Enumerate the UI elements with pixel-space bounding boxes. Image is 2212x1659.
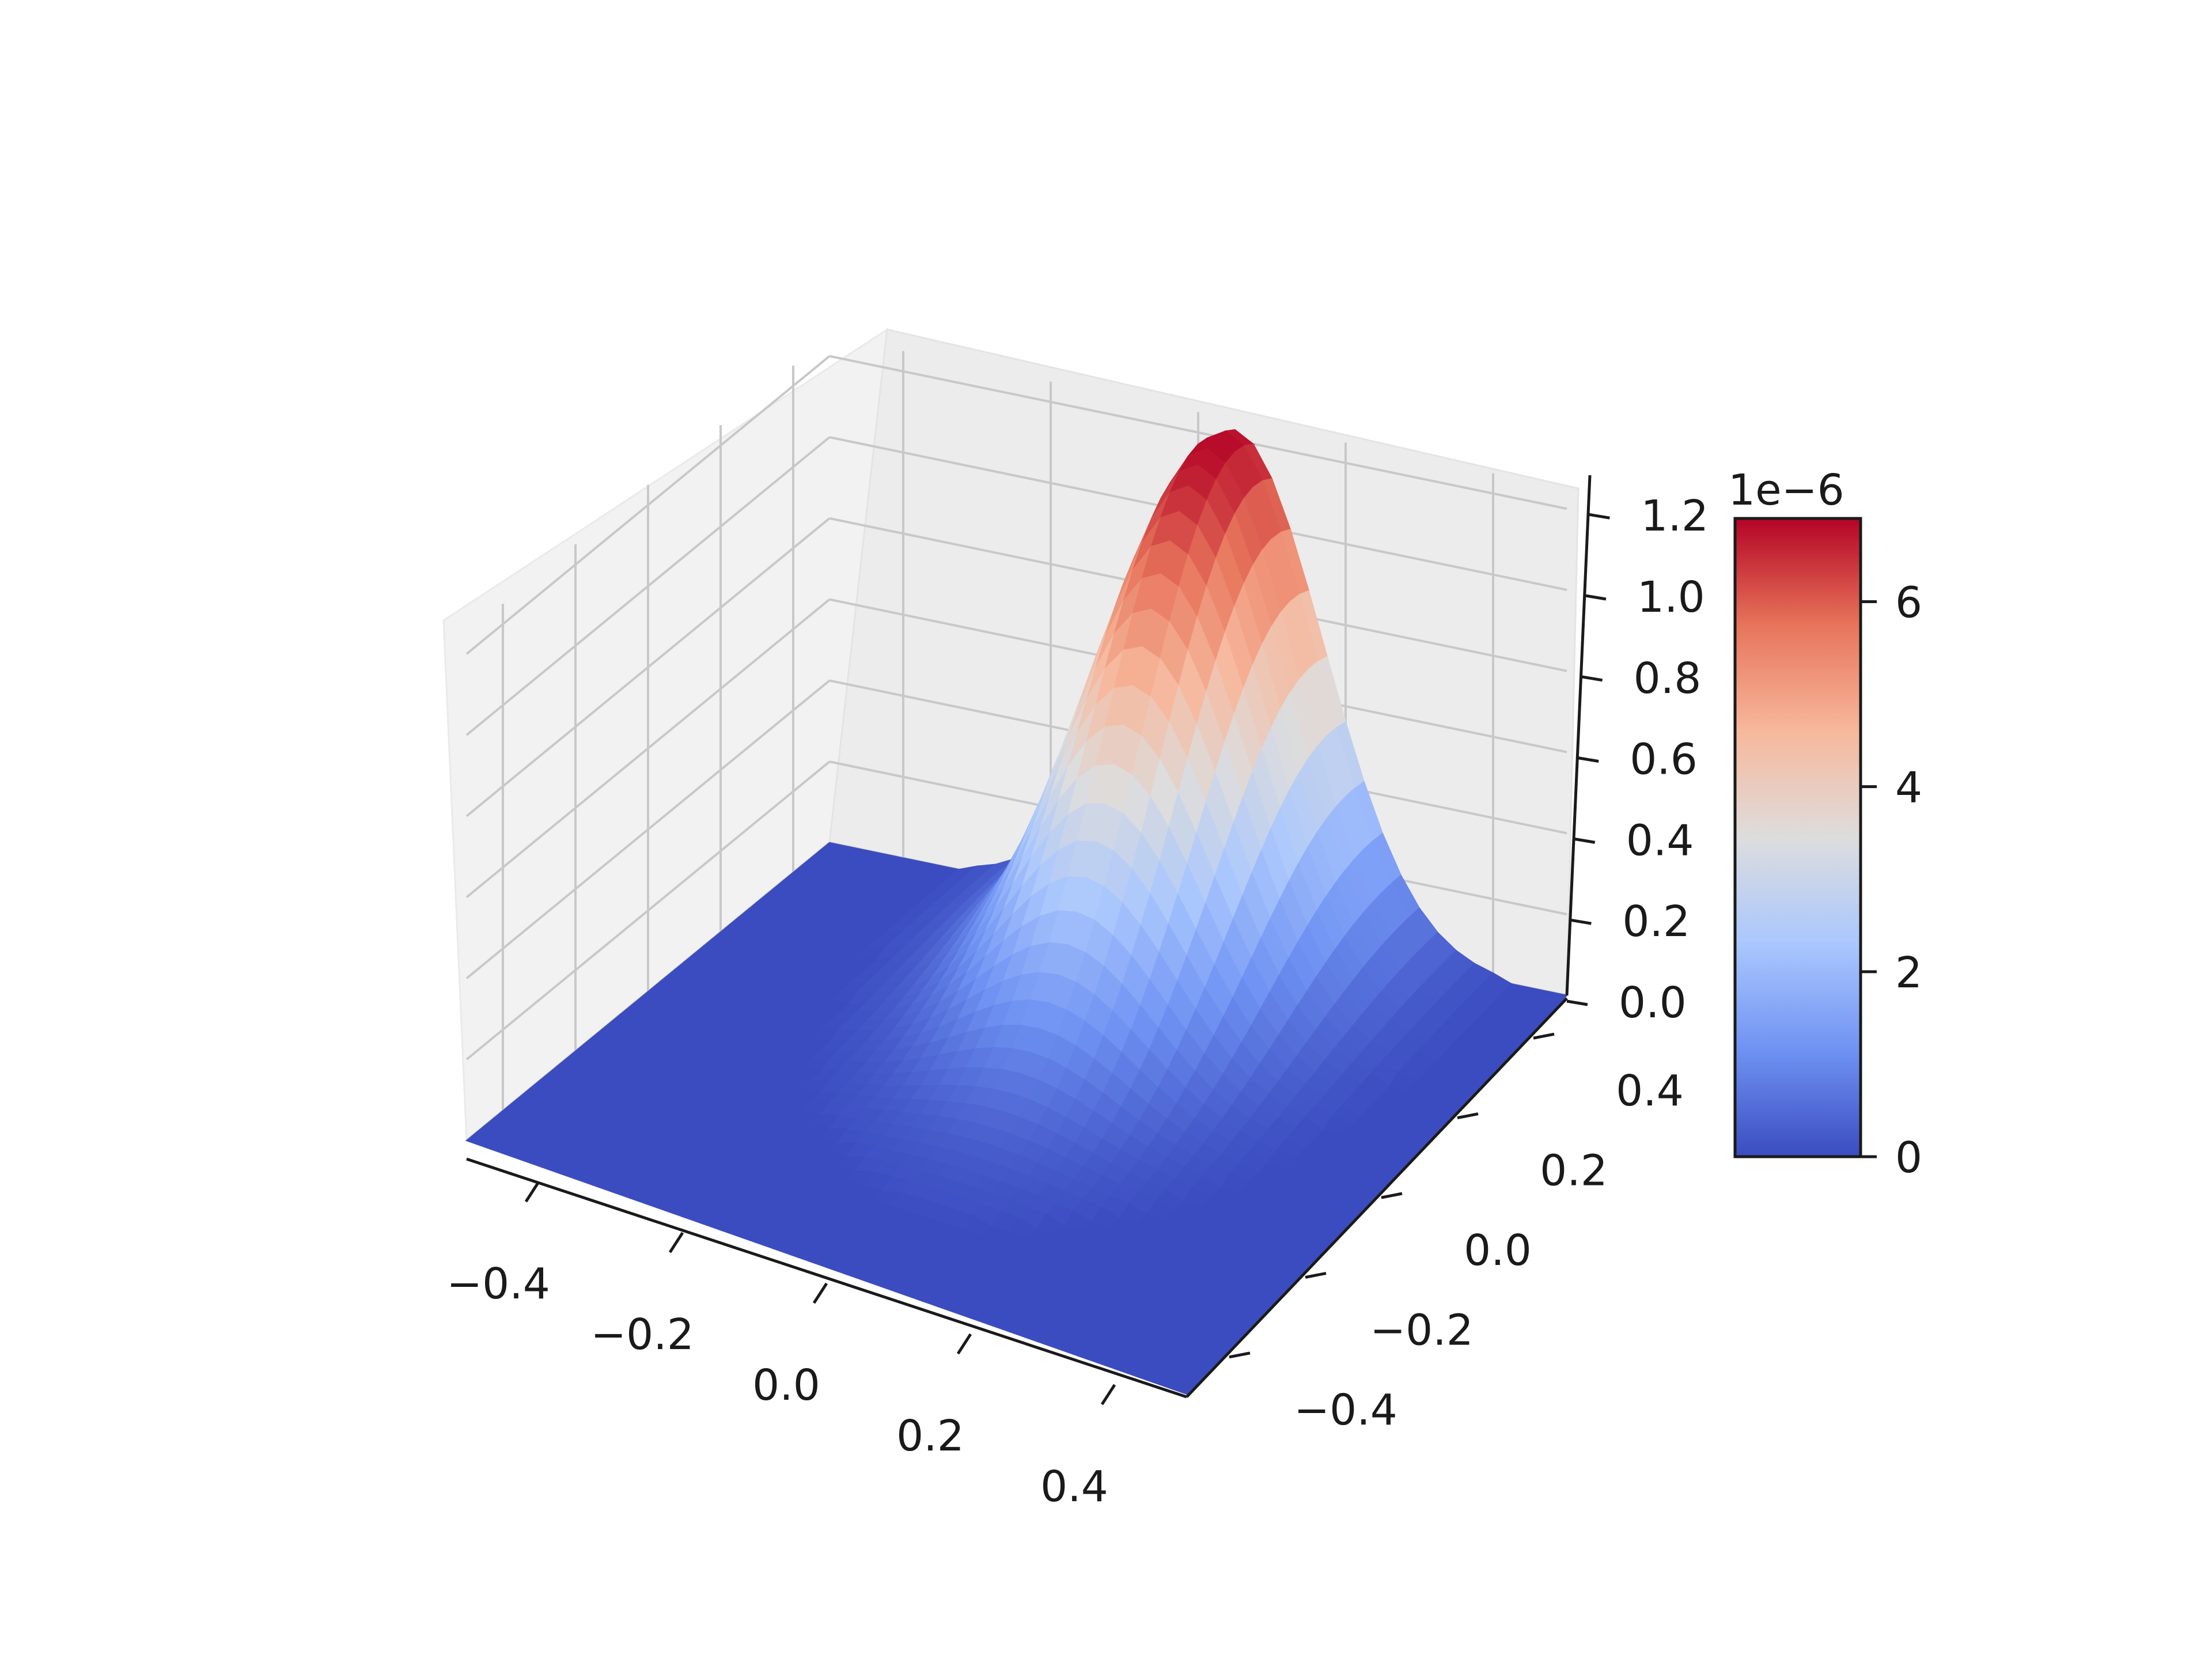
z-tick-mark bbox=[1566, 999, 1588, 1006]
grid-back-z bbox=[829, 355, 1567, 510]
y-tick-mark bbox=[1533, 1032, 1555, 1040]
colorbar: 0 2 4 6 1e−6 bbox=[1728, 465, 1922, 1183]
surface-patch bbox=[1167, 1377, 1198, 1395]
z-tick-mark bbox=[1581, 675, 1603, 682]
colorbar-tick-label: 2 bbox=[1895, 948, 1922, 998]
y-tick-label: 0.2 bbox=[1540, 1146, 1608, 1196]
grid-side-z bbox=[465, 517, 831, 817]
z-tick-mark bbox=[1574, 837, 1596, 844]
z-tick-mark bbox=[1570, 918, 1592, 925]
grid-side-z bbox=[465, 355, 831, 655]
y-tick-label: 0.0 bbox=[1464, 1226, 1532, 1275]
y-axis-ticks: −0.4 −0.2 0.00.20.4 bbox=[1229, 1032, 1684, 1435]
x-tick-mark bbox=[524, 1181, 540, 1203]
grid-side-z bbox=[465, 679, 831, 979]
z-tick-label: 0.2 bbox=[1622, 897, 1690, 946]
grid-side-z bbox=[465, 599, 831, 899]
grid-side-z bbox=[465, 436, 831, 736]
z-tick-mark bbox=[1577, 756, 1599, 763]
x-axis-line bbox=[466, 1157, 1187, 1399]
y-tick-label: −0.2 bbox=[1370, 1305, 1474, 1355]
z-tick-label: 0.4 bbox=[1626, 816, 1694, 865]
colorbar-offset-label: 1e−6 bbox=[1728, 465, 1844, 515]
colorbar-gradient bbox=[1733, 517, 1862, 1158]
x-tick-label: 0.2 bbox=[896, 1411, 964, 1461]
colorbar-tick-label: 6 bbox=[1895, 578, 1922, 628]
y-tick-label: 0.4 bbox=[1616, 1066, 1684, 1116]
x-tick-mark bbox=[812, 1282, 828, 1304]
y-tick-mark bbox=[1381, 1192, 1403, 1199]
z-tick-label: 0.6 bbox=[1630, 735, 1698, 785]
z-axis-ticks: 0.0 0.2 0.4 0.6 0.8 1.0 1.2 bbox=[1566, 491, 1709, 1028]
x-tick-mark bbox=[668, 1232, 684, 1253]
z-tick-label: 1.0 bbox=[1637, 573, 1705, 622]
colorbar-tick-label: 4 bbox=[1895, 763, 1922, 813]
y-tick-mark bbox=[1457, 1112, 1479, 1120]
y-tick-label: −0.4 bbox=[1294, 1385, 1397, 1435]
x-tick-label: 0.4 bbox=[1040, 1462, 1108, 1512]
z-axis-line bbox=[1565, 475, 1592, 996]
z-tick-mark bbox=[1588, 513, 1610, 520]
x-tick-mark bbox=[956, 1333, 972, 1355]
x-tick-label: −0.4 bbox=[446, 1259, 550, 1309]
z-tick-mark bbox=[1585, 594, 1607, 601]
y-axis-line bbox=[1185, 997, 1568, 1398]
grid-side-z bbox=[465, 760, 831, 1060]
y-tick-mark bbox=[1305, 1271, 1327, 1279]
surface-plot bbox=[465, 429, 1568, 1395]
x-tick-label: 0.0 bbox=[752, 1361, 820, 1410]
colorbar-ticks: 0 2 4 6 bbox=[1861, 578, 1922, 1183]
x-tick-label: −0.2 bbox=[590, 1310, 694, 1359]
axis-lines bbox=[466, 475, 1592, 1399]
y-tick-mark bbox=[1229, 1351, 1251, 1359]
x-axis-ticks: −0.4 −0.2 0.0 0.2 0.4 bbox=[446, 1181, 1116, 1512]
x-tick-mark bbox=[1100, 1384, 1116, 1406]
z-tick-label: 0.0 bbox=[1619, 978, 1687, 1028]
z-tick-label: 0.8 bbox=[1634, 654, 1702, 703]
z-tick-label: 1.2 bbox=[1641, 491, 1709, 541]
colorbar-tick-label: 0 bbox=[1895, 1133, 1922, 1183]
